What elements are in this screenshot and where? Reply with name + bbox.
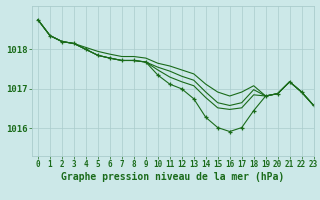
X-axis label: Graphe pression niveau de la mer (hPa): Graphe pression niveau de la mer (hPa): [61, 172, 284, 182]
